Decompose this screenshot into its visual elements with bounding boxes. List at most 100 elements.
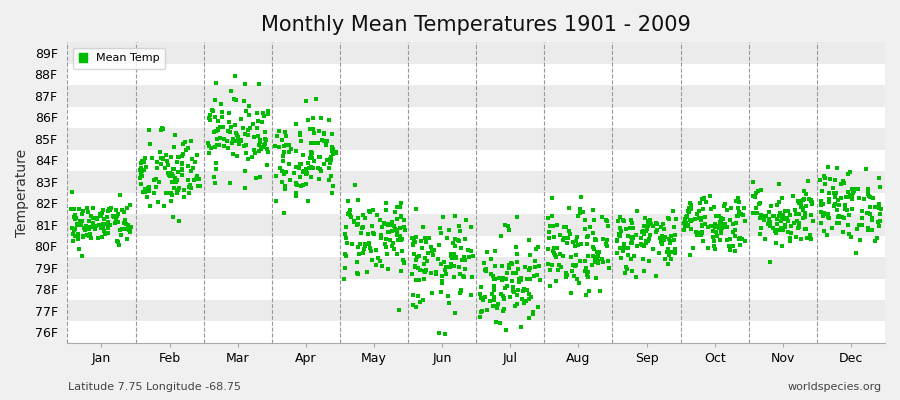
Point — [217, 136, 231, 142]
Point — [715, 224, 729, 231]
Point — [580, 272, 594, 278]
Point — [666, 237, 680, 243]
Point — [627, 252, 642, 259]
Point — [642, 236, 656, 242]
Point — [223, 128, 238, 135]
Point — [170, 159, 184, 165]
Point — [845, 194, 859, 200]
Point — [226, 136, 240, 142]
Point — [158, 152, 173, 158]
Point — [791, 225, 806, 231]
Point — [351, 220, 365, 227]
Point — [208, 114, 222, 120]
Point — [225, 151, 239, 157]
Point — [572, 280, 587, 286]
Point — [221, 127, 236, 134]
Point — [815, 213, 830, 220]
Point — [789, 234, 804, 240]
Point — [862, 211, 877, 217]
Point — [438, 264, 453, 270]
Point — [165, 170, 179, 177]
Point — [725, 229, 740, 235]
Point — [214, 101, 229, 107]
Point — [248, 150, 262, 156]
Point — [541, 215, 555, 221]
Point — [591, 253, 606, 260]
Point — [434, 289, 448, 295]
Point — [684, 206, 698, 212]
Point — [839, 193, 853, 200]
Point — [307, 130, 321, 136]
Point — [390, 228, 404, 235]
Point — [533, 277, 547, 284]
Point — [637, 228, 652, 234]
Point — [84, 235, 98, 241]
Point — [753, 231, 768, 237]
Point — [179, 147, 194, 154]
Point — [453, 228, 467, 234]
Point — [108, 207, 122, 214]
Point — [589, 275, 603, 282]
Point — [299, 166, 313, 172]
Point — [600, 223, 615, 229]
Point — [625, 268, 639, 274]
Point — [834, 180, 849, 187]
Point — [75, 211, 89, 217]
Point — [396, 257, 410, 263]
Point — [76, 208, 90, 214]
Point — [544, 212, 559, 219]
Point — [630, 243, 644, 250]
Point — [772, 212, 787, 219]
Point — [394, 248, 409, 254]
Point — [589, 237, 603, 243]
Point — [390, 250, 404, 257]
Point — [578, 258, 592, 264]
Point — [321, 164, 336, 171]
Point — [543, 282, 557, 289]
Point — [503, 294, 517, 300]
Point — [842, 192, 857, 198]
Point — [698, 221, 712, 228]
Point — [441, 293, 455, 300]
Point — [499, 276, 513, 282]
Point — [873, 210, 887, 217]
Point — [97, 228, 112, 234]
Point — [798, 214, 813, 220]
Point — [521, 314, 535, 321]
Point — [618, 269, 633, 276]
Point — [171, 187, 185, 193]
Point — [289, 120, 303, 127]
Point — [612, 232, 626, 238]
Point — [73, 218, 87, 224]
Point — [299, 180, 313, 187]
Point — [720, 224, 734, 230]
Point — [649, 229, 663, 235]
Point — [835, 229, 850, 235]
Point — [340, 240, 355, 247]
Point — [845, 206, 859, 212]
Point — [71, 232, 86, 238]
Point — [232, 138, 247, 145]
Point — [494, 342, 508, 349]
Point — [559, 274, 573, 280]
Point — [208, 97, 222, 103]
Point — [70, 220, 85, 227]
Point — [175, 160, 189, 166]
Point — [94, 224, 108, 231]
Point — [508, 289, 522, 295]
Point — [555, 237, 570, 243]
Point — [231, 141, 246, 147]
Point — [566, 239, 580, 245]
Point — [626, 235, 640, 242]
Point — [304, 155, 319, 161]
Point — [699, 198, 714, 205]
Point — [629, 273, 643, 280]
Point — [350, 270, 365, 276]
Point — [436, 259, 451, 265]
Point — [66, 238, 80, 244]
Point — [133, 167, 148, 173]
Point — [364, 257, 379, 263]
Point — [873, 218, 887, 224]
Point — [474, 284, 489, 290]
Bar — [68, 192, 885, 214]
